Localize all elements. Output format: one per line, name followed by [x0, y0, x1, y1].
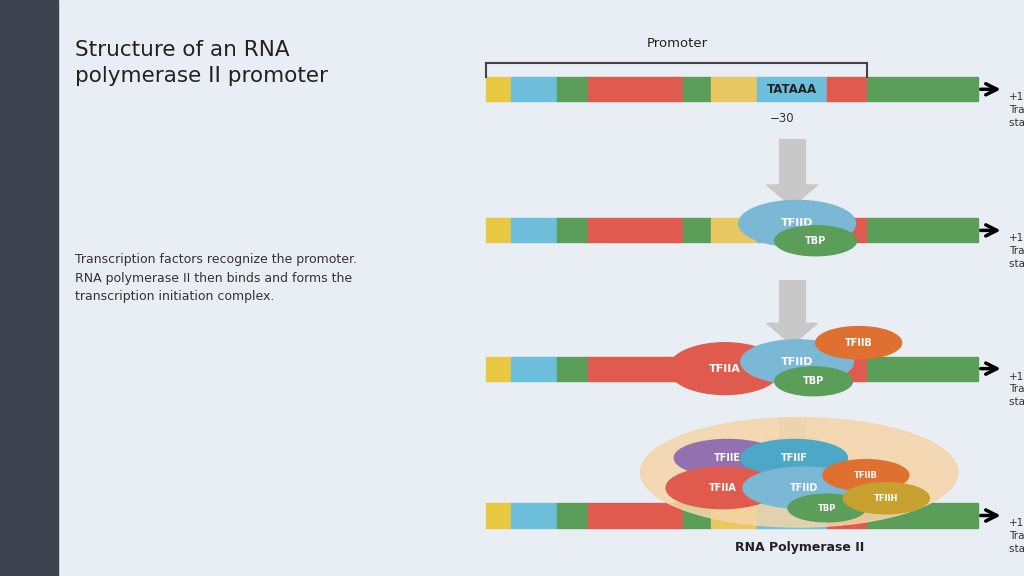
Bar: [486, 77, 511, 101]
Bar: [511, 503, 557, 528]
Bar: [779, 418, 805, 438]
Ellipse shape: [774, 226, 857, 256]
Text: TFIID: TFIID: [781, 218, 813, 229]
Text: TFIIA: TFIIA: [709, 363, 741, 374]
Bar: [779, 139, 805, 185]
Bar: [557, 77, 588, 101]
Bar: [827, 503, 867, 528]
Ellipse shape: [823, 460, 909, 491]
Bar: [511, 218, 557, 242]
Bar: [711, 77, 757, 101]
Bar: [757, 218, 827, 242]
Text: +1
Transcription
start site: +1 Transcription start site: [1009, 518, 1024, 554]
Ellipse shape: [815, 327, 902, 359]
Bar: [757, 77, 827, 101]
Text: TFIIF: TFIIF: [780, 453, 808, 463]
Bar: [867, 357, 978, 381]
Text: TFIID: TFIID: [781, 357, 813, 367]
Bar: [588, 503, 683, 528]
Bar: [588, 77, 683, 101]
Text: TFIIB: TFIIB: [845, 338, 872, 348]
Bar: [683, 218, 711, 242]
Text: Promoter: Promoter: [646, 37, 708, 50]
Text: +1
Transcription
start site: +1 Transcription start site: [1009, 92, 1024, 128]
Ellipse shape: [669, 343, 781, 395]
Bar: [511, 357, 557, 381]
Bar: [867, 503, 978, 528]
Text: TFIIB: TFIIB: [854, 471, 878, 480]
Bar: [711, 218, 757, 242]
Ellipse shape: [788, 494, 866, 522]
Bar: [827, 77, 867, 101]
Text: TBP: TBP: [803, 376, 824, 386]
Bar: [711, 357, 757, 381]
Ellipse shape: [641, 418, 958, 527]
Polygon shape: [766, 323, 818, 345]
Ellipse shape: [675, 439, 781, 476]
Bar: [683, 503, 711, 528]
Bar: [683, 357, 711, 381]
Bar: [557, 218, 588, 242]
Ellipse shape: [738, 200, 856, 247]
Bar: [867, 77, 978, 101]
Bar: [511, 77, 557, 101]
Ellipse shape: [743, 467, 866, 509]
Bar: [683, 77, 711, 101]
Bar: [779, 280, 805, 323]
Bar: [486, 218, 511, 242]
Bar: [486, 503, 511, 528]
Text: −30: −30: [769, 112, 795, 125]
Bar: [757, 503, 827, 528]
Bar: [757, 357, 827, 381]
Text: TBP: TBP: [805, 236, 826, 246]
Ellipse shape: [774, 367, 853, 396]
Text: RNA Polymerase II: RNA Polymerase II: [734, 541, 864, 555]
Polygon shape: [766, 438, 818, 460]
Bar: [557, 357, 588, 381]
Text: Transcription factors recognize the promoter.
RNA polymerase II then binds and f: Transcription factors recognize the prom…: [75, 253, 356, 304]
Ellipse shape: [844, 483, 930, 514]
Bar: [588, 357, 683, 381]
Text: TFIIA: TFIIA: [709, 483, 736, 493]
Ellipse shape: [667, 467, 779, 509]
Bar: [867, 218, 978, 242]
Text: +1
Transcription
start site: +1 Transcription start site: [1009, 372, 1024, 407]
Text: TFIIE: TFIIE: [714, 453, 741, 463]
Text: TBP: TBP: [818, 503, 836, 513]
Text: +1
Transcription
start site: +1 Transcription start site: [1009, 233, 1024, 269]
Text: Structure of an RNA
polymerase II promoter: Structure of an RNA polymerase II promot…: [75, 40, 328, 86]
Bar: [827, 218, 867, 242]
Bar: [588, 218, 683, 242]
Polygon shape: [766, 185, 818, 207]
Text: TATAAA: TATAAA: [767, 83, 817, 96]
Text: TFIID: TFIID: [791, 483, 818, 493]
Bar: [486, 357, 511, 381]
Ellipse shape: [741, 340, 854, 384]
Text: TFIIH: TFIIH: [874, 494, 898, 503]
Ellipse shape: [741, 439, 848, 476]
Bar: [711, 503, 757, 528]
Bar: [0, 0, 58, 576]
Bar: [827, 357, 867, 381]
Bar: [557, 503, 588, 528]
